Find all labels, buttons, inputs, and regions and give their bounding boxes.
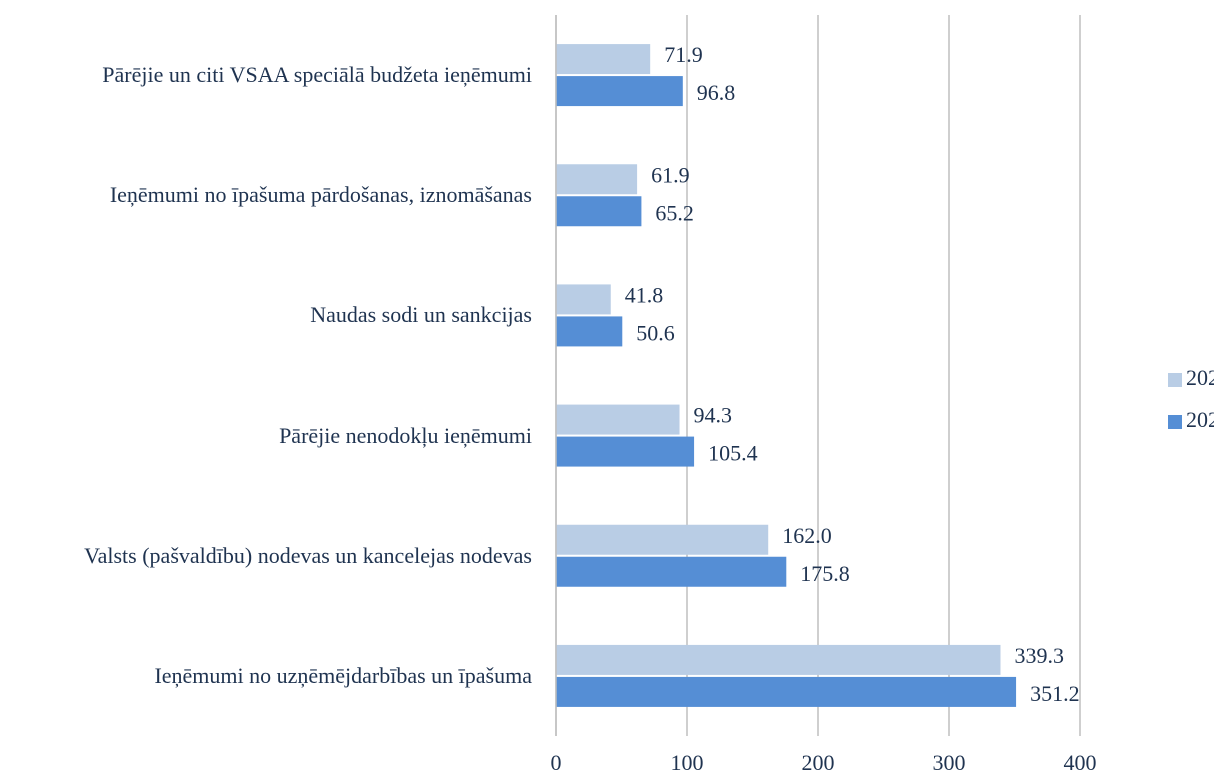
bar [556,316,623,347]
bar [556,44,651,75]
value-label: 41.8 [625,282,664,307]
x-tick-label: 0 [551,750,562,775]
value-label: 105.4 [708,441,758,466]
category-label: Naudas sodi un sankcijas [2,300,532,330]
value-label: 162.0 [782,523,832,548]
x-tick-label: 200 [802,750,835,775]
value-label: 71.9 [664,42,703,67]
category-label: Pārējie un citi VSAA speciālā budžeta ie… [2,60,532,90]
bar [556,676,1017,707]
category-label: Ieņēmumi no īpašuma pārdošanas, iznomāša… [2,180,532,210]
value-label: 175.8 [800,561,850,586]
value-label: 96.8 [697,80,736,105]
bar [556,76,683,107]
bar [556,196,642,227]
legend-swatch [1168,373,1182,387]
category-text: Ieņēmumi no īpašuma pārdošanas, iznomāša… [109,182,532,208]
category-text: Pārējie nenodokļu ieņēmumi [279,422,532,448]
bar [556,284,611,315]
x-tick-label: 300 [933,750,966,775]
value-label: 94.3 [694,403,733,428]
value-label: 351.2 [1030,681,1080,706]
bar [556,404,680,435]
category-text: Pārējie un citi VSAA speciālā budžeta ie… [102,62,532,88]
category-label: Ieņēmumi no uzņēmējdarbības un īpašuma [2,661,532,691]
category-text: Valsts (pašvaldību) nodevas un kanceleja… [84,542,532,568]
value-label: 61.9 [651,162,690,187]
category-label: Valsts (pašvaldību) nodevas un kanceleja… [2,541,532,571]
bar [556,164,638,195]
legend-swatch [1168,415,1182,429]
bar [556,524,769,555]
category-text: Ieņēmumi no uzņēmējdarbības un īpašuma [154,662,532,688]
value-label: 65.2 [655,200,694,225]
x-tick-label: 100 [671,750,704,775]
legend-label: 2021 [1186,365,1214,390]
bar [556,556,787,587]
x-tick-label: 400 [1064,750,1097,775]
bar [556,644,1001,675]
category-text: Naudas sodi un sankcijas [310,302,532,328]
category-label: Pārējie nenodokļu ieņēmumi [2,421,532,451]
value-label: 50.6 [636,320,675,345]
value-label: 339.3 [1014,643,1063,668]
bar [556,436,695,467]
